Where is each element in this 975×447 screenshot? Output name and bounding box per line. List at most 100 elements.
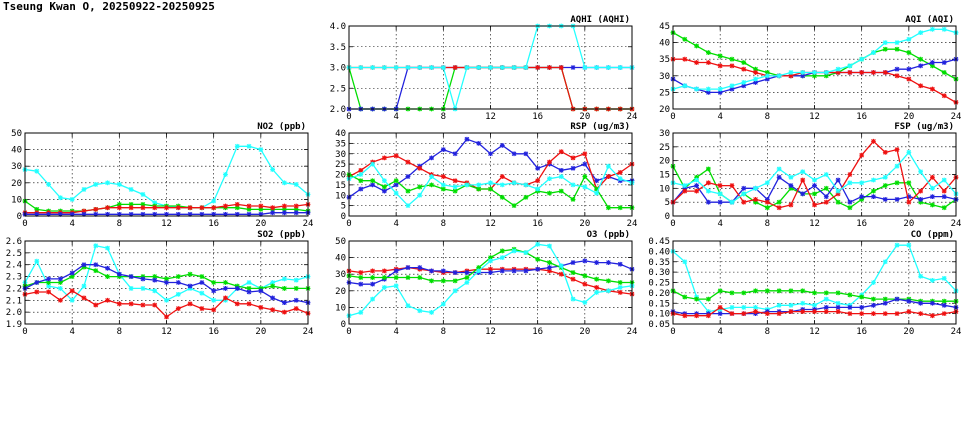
data-point-blue [882, 300, 888, 306]
data-point-cyan [547, 243, 552, 249]
data-point-red [705, 313, 711, 319]
data-point-cyan [440, 182, 446, 188]
data-point-cyan [617, 65, 623, 70]
data-point-green [69, 274, 75, 279]
data-point-cyan [847, 180, 853, 186]
data-point-green [57, 280, 63, 285]
y-tick-label: 10 [11, 195, 22, 205]
x-tick-label: 4 [717, 112, 722, 122]
data-point-blue [34, 280, 40, 285]
data-point-red [452, 178, 458, 184]
data-point-blue [753, 80, 758, 85]
data-point-cyan [617, 176, 623, 182]
data-point-red [788, 309, 794, 314]
data-point-red [835, 191, 841, 197]
x-tick-label: 12 [809, 219, 820, 229]
data-point-green [499, 194, 505, 200]
plot-frame [348, 132, 633, 217]
data-point-blue [370, 281, 375, 287]
data-point-blue [788, 183, 794, 188]
data-point-cyan [246, 280, 252, 285]
data-point-cyan [34, 258, 40, 264]
data-point-red [871, 138, 876, 144]
data-point-red [547, 65, 552, 70]
x-tick-label: 16 [208, 219, 219, 229]
data-point-red [859, 152, 865, 158]
data-point-red [741, 66, 747, 72]
data-point-blue [452, 151, 458, 157]
data-point-blue [234, 286, 240, 291]
data-point-blue [871, 302, 876, 308]
data-point-cyan [741, 191, 747, 197]
data-point-blue [800, 191, 806, 197]
data-point-blue [440, 268, 446, 274]
data-point-cyan [429, 174, 434, 179]
data-point-cyan [558, 174, 564, 179]
data-point-cyan [558, 263, 564, 269]
data-point-cyan [729, 199, 735, 205]
data-point-blue [717, 90, 723, 95]
x-tick-label: 0 [346, 219, 351, 229]
data-point-blue [570, 260, 576, 265]
data-point-green [293, 286, 299, 291]
y-tick-label: 40 [659, 39, 670, 49]
data-point-blue [930, 60, 935, 65]
data-point-green [764, 70, 770, 75]
data-point-blue [476, 140, 482, 146]
data-point-cyan [594, 190, 600, 196]
data-point-red [835, 70, 841, 75]
y-tick-label: 5 [665, 198, 670, 208]
data-point-red [570, 155, 576, 161]
y-tick-label: 25 [659, 88, 670, 98]
data-point-green [606, 205, 611, 211]
data-point-green [617, 205, 623, 211]
data-point-cyan [164, 297, 169, 303]
data-point-green [429, 278, 434, 284]
data-point-red [282, 203, 287, 209]
data-point-red [535, 65, 541, 70]
plot-frame [24, 240, 309, 325]
x-tick-label: 24 [951, 219, 962, 229]
data-point-green [246, 286, 252, 291]
x-tick-label: 8 [441, 112, 446, 122]
data-point-blue [429, 155, 434, 161]
data-point-cyan [417, 65, 423, 70]
data-point-green [358, 178, 364, 184]
y-tick-label: 2.5 [330, 84, 346, 94]
data-point-red [234, 201, 240, 207]
data-point-cyan [523, 65, 529, 70]
data-point-red [105, 297, 110, 303]
data-point-green [776, 288, 782, 294]
data-point-cyan [128, 286, 134, 291]
data-point-green [464, 275, 470, 280]
data-point-blue [906, 298, 912, 304]
data-point-green [835, 199, 841, 205]
data-point-cyan [682, 183, 688, 188]
data-point-blue [882, 197, 888, 202]
y-tick-label: 0.05 [648, 320, 670, 330]
data-point-blue [535, 165, 541, 171]
data-point-red [211, 307, 217, 313]
data-point-green [393, 178, 399, 184]
y-tick-label: 20 [335, 287, 346, 297]
data-point-cyan [476, 182, 482, 188]
data-point-cyan [871, 280, 876, 285]
data-point-cyan [381, 65, 387, 70]
data-point-red [682, 313, 688, 319]
y-tick-label: 0 [341, 320, 346, 330]
data-point-blue [93, 262, 99, 268]
data-point-green [717, 53, 723, 59]
data-point-green [429, 182, 434, 188]
data-point-red [694, 60, 699, 65]
data-point-green [682, 36, 688, 42]
data-point-blue [741, 185, 747, 191]
data-point-cyan [105, 245, 110, 251]
data-point-green [788, 288, 794, 294]
data-point-blue [930, 300, 935, 306]
data-point-cyan [606, 288, 611, 294]
data-point-cyan [511, 65, 517, 70]
data-point-green [606, 278, 611, 284]
y-tick-label: 0.25 [648, 279, 670, 289]
data-point-cyan [417, 192, 423, 198]
data-point-red [93, 206, 99, 212]
